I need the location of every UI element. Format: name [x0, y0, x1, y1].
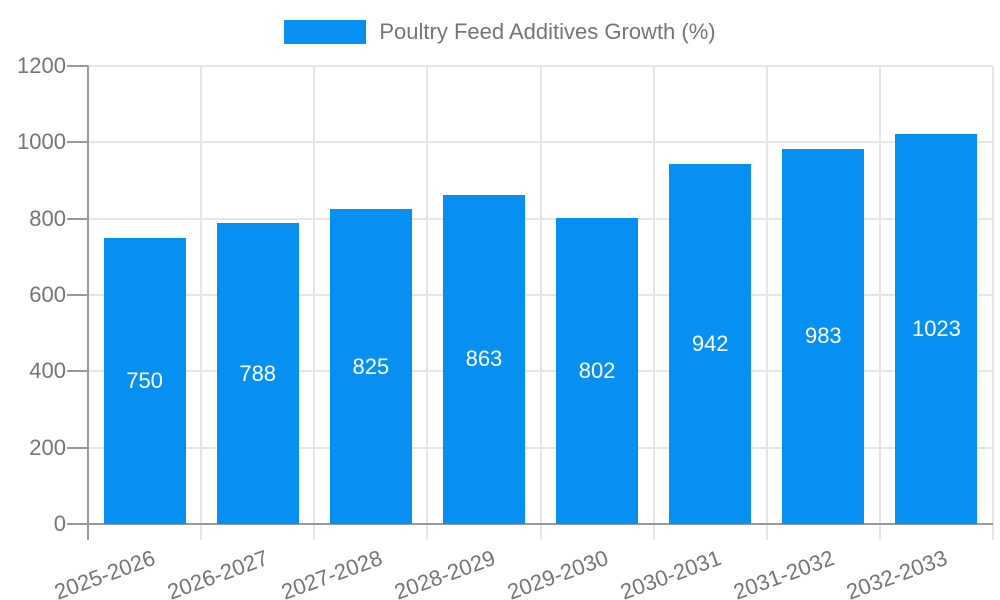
x-axis-tick-label: 2032-2033 — [843, 545, 951, 600]
y-axis-tick-label: 200 — [29, 434, 66, 460]
bar-value-label: 983 — [804, 323, 842, 349]
grid-line-vertical — [992, 66, 994, 540]
y-axis-tick-label: 0 — [53, 511, 66, 536]
legend-swatch — [284, 20, 367, 44]
x-axis-tick-label: 2027-2028 — [277, 545, 386, 600]
x-axis-tick-label: 2030-2031 — [616, 545, 725, 600]
x-axis-tick-label: 2031-2032 — [730, 545, 838, 600]
bar-value-label: 1023 — [911, 315, 961, 341]
bar — [329, 209, 412, 524]
grid-line-vertical — [765, 66, 768, 540]
y-axis-tick-label: 800 — [29, 205, 66, 231]
y-axis-tick — [67, 217, 88, 220]
y-axis-tick — [67, 65, 88, 67]
x-axis-line — [67, 523, 993, 525]
grid-line-vertical — [878, 66, 881, 540]
bar — [895, 133, 978, 524]
x-axis-tick-label: 2025-2026 — [51, 545, 159, 600]
y-axis-tick — [67, 446, 88, 449]
bar-value-label: 788 — [239, 360, 277, 386]
x-axis-tick-label: 2029-2030 — [503, 545, 612, 600]
bar — [442, 194, 525, 524]
y-axis-tick — [67, 294, 88, 296]
bar — [216, 223, 299, 524]
bar — [669, 164, 752, 524]
grid-line-vertical — [200, 66, 203, 540]
grid-line-vertical — [652, 66, 655, 540]
bar — [556, 217, 639, 524]
x-axis-tick-label: 2028-2029 — [390, 545, 499, 600]
y-axis-tick-label: 1000 — [17, 129, 66, 155]
grid-line-vertical — [313, 66, 316, 540]
bar-value-label: 825 — [352, 353, 390, 379]
y-axis-tick — [67, 141, 88, 144]
y-axis-tick — [67, 370, 88, 373]
y-axis-tick-label: 600 — [29, 282, 66, 307]
y-axis-line — [87, 66, 89, 540]
x-axis-tick-label: 2026-2027 — [164, 545, 272, 600]
bar — [103, 237, 186, 524]
legend-label: Poultry Feed Additives Growth (%) — [379, 19, 716, 44]
y-axis-tick-label: 400 — [29, 358, 66, 384]
chart-legend[interactable]: Poultry Feed Additives Growth (%) — [0, 18, 1000, 46]
y-axis-tick-label: 1200 — [17, 53, 66, 78]
bar-value-label: 750 — [126, 367, 163, 393]
grid-line-vertical — [539, 66, 542, 540]
bar-value-label: 802 — [578, 357, 616, 383]
bar-value-label: 863 — [465, 346, 503, 372]
bar-value-label: 942 — [691, 331, 729, 357]
bar — [782, 148, 865, 524]
grid-line-vertical — [426, 66, 429, 540]
